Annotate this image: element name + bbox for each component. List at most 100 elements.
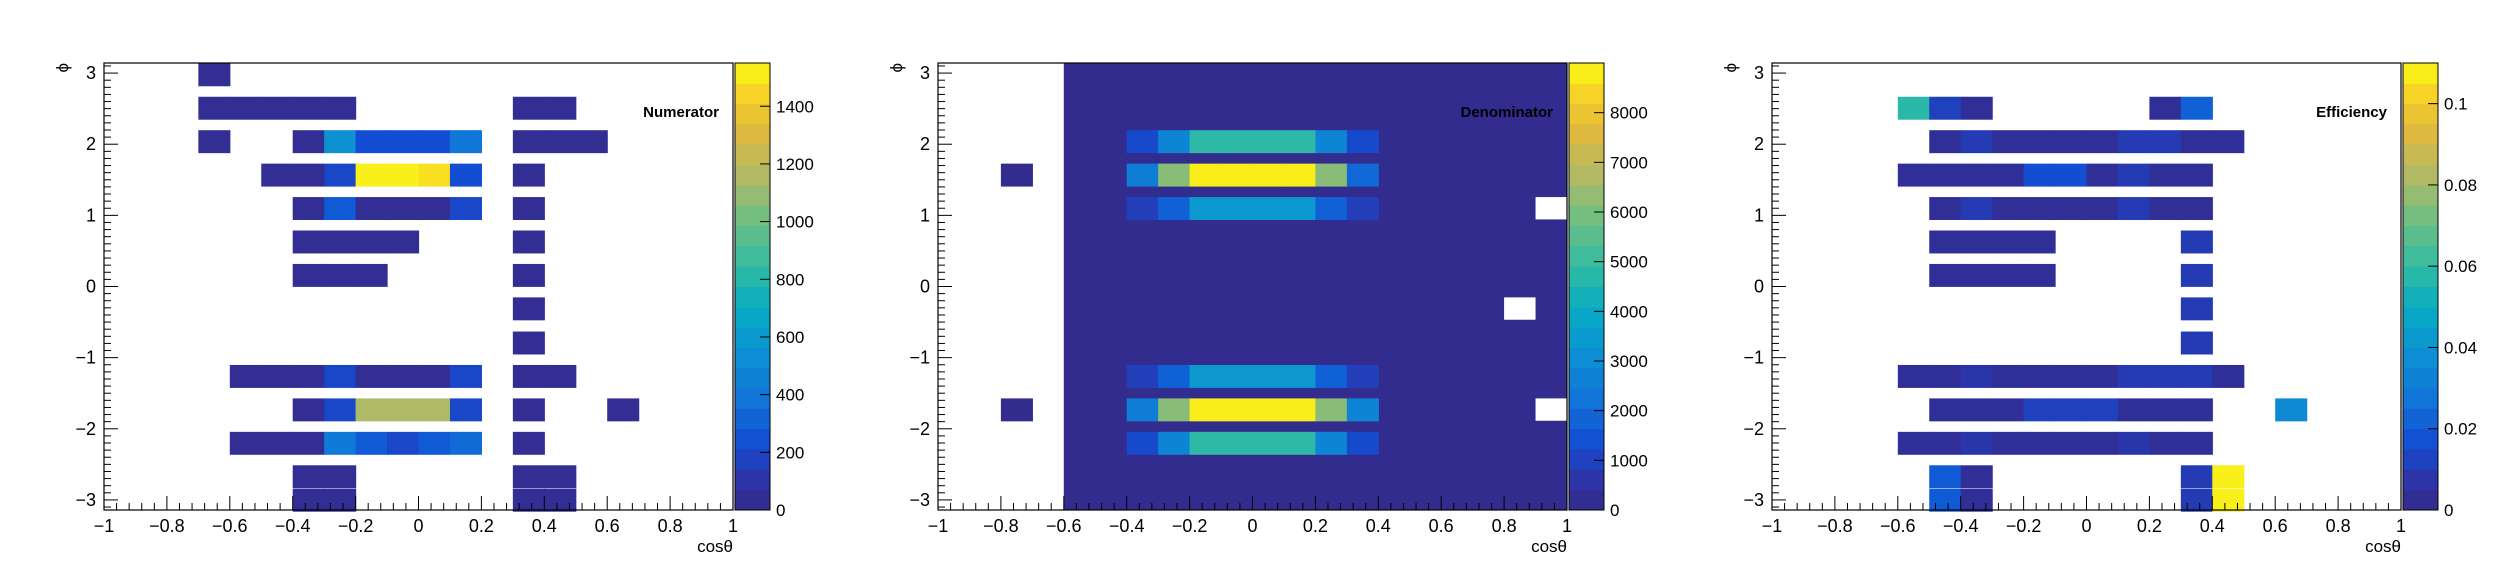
colorbar-band <box>1569 428 1604 450</box>
heatmap-cell <box>512 263 545 287</box>
colorbar-frame <box>1568 62 1605 511</box>
heatmap-cell <box>324 263 357 287</box>
colorbar-band <box>735 347 770 369</box>
heatmap-cell <box>2180 297 2213 321</box>
heatmap-cell <box>1221 398 1254 422</box>
heatmap-cell <box>2117 431 2150 455</box>
heatmap-cell <box>387 364 420 388</box>
heatmap-cell <box>418 431 451 455</box>
heatmap-cell <box>512 465 545 489</box>
x-tick-label: 0.2 <box>469 516 494 536</box>
heatmap-cell <box>449 364 482 388</box>
histogram-title: Denominator <box>1460 104 1553 121</box>
y-tick-label: 2 <box>1754 134 1764 154</box>
heatmap-cell <box>292 431 325 455</box>
colorbar-band <box>1569 286 1604 308</box>
heatmap-cell <box>2117 364 2150 388</box>
x-tick-label: 0.4 <box>532 516 557 536</box>
x-tick-label: 0.6 <box>1429 516 1454 536</box>
colorbar-band <box>2403 123 2438 145</box>
x-tick-label: 0.2 <box>2137 516 2162 536</box>
y-tick-label: 0 <box>920 277 930 297</box>
heatmap-cell <box>1897 96 1930 120</box>
y-tick-label: 0 <box>1754 277 1764 297</box>
heatmap-cell <box>387 163 420 187</box>
heatmap-cell <box>1158 163 1191 187</box>
heatmap-hole <box>1504 297 1536 320</box>
heatmap-cell <box>1992 364 2025 388</box>
heatmap-cell <box>1315 197 1348 221</box>
heatmap-cell <box>1960 465 1993 489</box>
heatmap-cell <box>355 230 388 254</box>
heatmap-cell <box>512 130 545 154</box>
x-tick-label: 1 <box>1562 516 1572 536</box>
colorbar-band <box>1569 205 1604 227</box>
heatmap-cell <box>544 130 577 154</box>
x-tick-label: 0.4 <box>1366 516 1391 536</box>
heatmap-cell <box>1960 431 1993 455</box>
panel-1: −1 −0.8 −0.6 −0.4 −0.2 0 0.2 0.4 0.6 0.8 1 −3 −2 −1 0 1… <box>887 62 1648 556</box>
heatmap-cell <box>261 431 294 455</box>
x-tick-label: 1 <box>2396 516 2406 536</box>
heatmap-cell <box>2055 197 2088 221</box>
heatmap-cell <box>1252 364 1285 388</box>
heatmap-cell <box>1346 130 1379 154</box>
heatmap-cell <box>2055 163 2088 187</box>
heatmap-cell <box>1283 364 1316 388</box>
heatmap-cell <box>324 230 357 254</box>
heatmap-cell <box>2275 398 2308 422</box>
heatmap-cell <box>418 364 451 388</box>
colorbar-band <box>1569 184 1604 206</box>
x-tick-label: 0 <box>413 516 423 536</box>
heatmap-cell <box>324 465 357 489</box>
heatmap-cell <box>1189 364 1222 388</box>
heatmap-cell <box>1929 96 1962 120</box>
heatmap-cell <box>387 197 420 221</box>
colorbar-label: 1000 <box>776 213 814 232</box>
heatmap-cell <box>198 96 231 120</box>
colorbar-band <box>2403 164 2438 186</box>
heatmap-cell <box>1929 263 1962 287</box>
colorbar-label: 1000 <box>1610 451 1648 470</box>
colorbar-band <box>2403 428 2438 450</box>
heatmap-cell <box>2180 431 2213 455</box>
heatmap-cell <box>1897 431 1930 455</box>
heatmap-cell <box>261 364 294 388</box>
heatmap-cell <box>1158 431 1191 455</box>
colorbar-band <box>735 144 770 166</box>
x-tick-label: −0.2 <box>338 516 374 536</box>
heatmap-cell <box>1252 431 1285 455</box>
heatmap-cell <box>1221 364 1254 388</box>
heatmap-cell <box>324 197 357 221</box>
heatmap-cell <box>1252 398 1285 422</box>
x-tick-label: −0.8 <box>983 516 1019 536</box>
heatmap-cell <box>2086 197 2119 221</box>
colorbar-band <box>735 489 770 511</box>
x-axis-title: cosθ <box>1531 537 1567 556</box>
colorbar-band <box>2403 245 2438 267</box>
colorbar-label: 5000 <box>1610 253 1648 272</box>
heatmap-cell <box>1346 197 1379 221</box>
colorbar-label: 0.02 <box>2444 420 2477 439</box>
heatmap-cell <box>2117 130 2150 154</box>
heatmap-cell <box>387 230 420 254</box>
heatmap-cell <box>2180 331 2213 355</box>
heatmap-cell <box>1221 431 1254 455</box>
y-tick-label: 2 <box>920 134 930 154</box>
colorbar-band <box>735 164 770 186</box>
colorbar-band <box>2403 388 2438 409</box>
heatmap-cell <box>2180 398 2213 422</box>
heatmap-cell <box>1929 431 1962 455</box>
y-tick-label: −1 <box>909 348 930 368</box>
heatmap-cell <box>2149 130 2182 154</box>
heatmap-cell <box>387 130 420 154</box>
heatmap-cell <box>1897 364 1930 388</box>
colorbar-band <box>735 63 770 84</box>
x-tick-label: −0.4 <box>275 516 311 536</box>
x-tick-label: −0.6 <box>212 516 248 536</box>
heatmap-cell <box>1346 431 1379 455</box>
heatmap-cell <box>1315 398 1348 422</box>
colorbar-band <box>1569 306 1604 328</box>
x-tick-label: −0.2 <box>1172 516 1208 536</box>
colorbar-band <box>1569 103 1604 125</box>
